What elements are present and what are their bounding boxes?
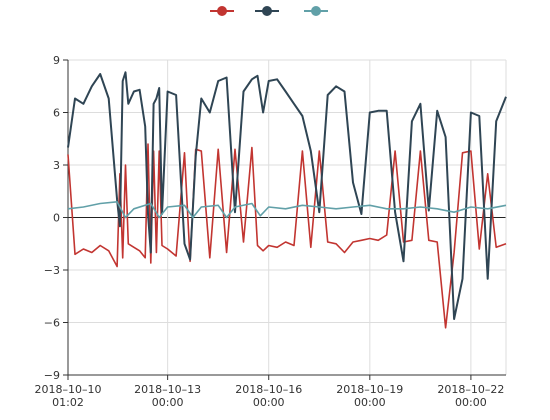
x-axis: 2018–10–1001:022018–10–1300:002018–10–16… <box>35 374 506 409</box>
x-tick-label: 2018–10–22 <box>437 383 504 396</box>
x-tick-label: 2018–10–19 <box>336 383 403 396</box>
y-tick-label: −6 <box>44 317 60 330</box>
y-tick-label: 0 <box>53 212 60 225</box>
x-tick-label: 2018–10–10 <box>35 383 102 396</box>
series-line-1 <box>67 143 507 329</box>
x-tick-label: 01:02 <box>52 396 84 409</box>
legend-marker <box>311 6 321 16</box>
y-tick-label: 3 <box>53 159 60 172</box>
legend-marker <box>262 6 272 16</box>
series-line-3 <box>67 201 507 219</box>
y-tick-label: −3 <box>44 264 60 277</box>
legend-marker <box>217 6 227 16</box>
x-tick-label: 2018–10–16 <box>235 383 302 396</box>
legend-item-2[interactable] <box>255 6 279 16</box>
x-tick-label: 00:00 <box>455 396 487 409</box>
x-tick-label: 00:00 <box>253 396 285 409</box>
x-tick-label: 00:00 <box>354 396 386 409</box>
series-layer <box>67 71 507 329</box>
legend-item-1[interactable] <box>210 6 234 16</box>
legend[interactable] <box>210 6 328 16</box>
x-tick-label: 2018–10–13 <box>134 383 201 396</box>
legend-item-3[interactable] <box>304 6 328 16</box>
y-tick-label: −9 <box>44 369 60 382</box>
y-tick-label: 6 <box>53 107 60 120</box>
series-line-2 <box>67 71 507 320</box>
x-tick-label: 00:00 <box>152 396 184 409</box>
y-tick-label: 9 <box>53 54 60 67</box>
grid <box>68 59 507 376</box>
y-axis: −9 −6 −3 0 3 6 9 <box>44 54 69 382</box>
